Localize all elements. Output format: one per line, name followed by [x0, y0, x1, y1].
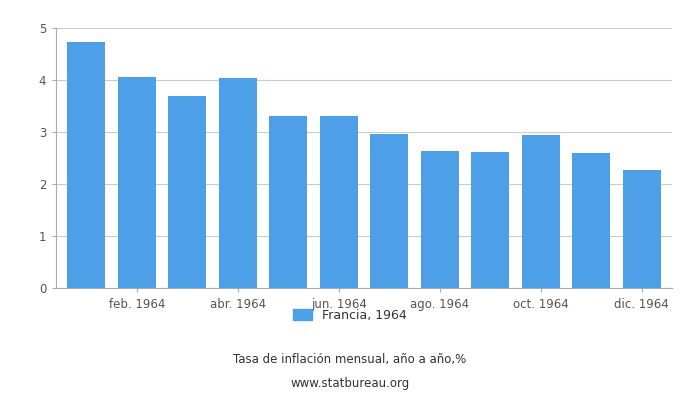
Bar: [522, 134, 560, 288]
Bar: [573, 153, 610, 288]
Bar: [623, 170, 661, 288]
Bar: [67, 42, 105, 288]
Bar: [118, 77, 155, 288]
Text: www.statbureau.org: www.statbureau.org: [290, 378, 410, 390]
Bar: [320, 116, 358, 288]
Bar: [421, 151, 458, 288]
Text: Tasa de inflación mensual, año a año,%: Tasa de inflación mensual, año a año,%: [233, 354, 467, 366]
Bar: [219, 78, 257, 288]
Bar: [370, 134, 408, 288]
Bar: [168, 96, 206, 288]
Bar: [471, 152, 509, 288]
Bar: [270, 116, 307, 288]
Legend: Francia, 1964: Francia, 1964: [293, 309, 407, 322]
